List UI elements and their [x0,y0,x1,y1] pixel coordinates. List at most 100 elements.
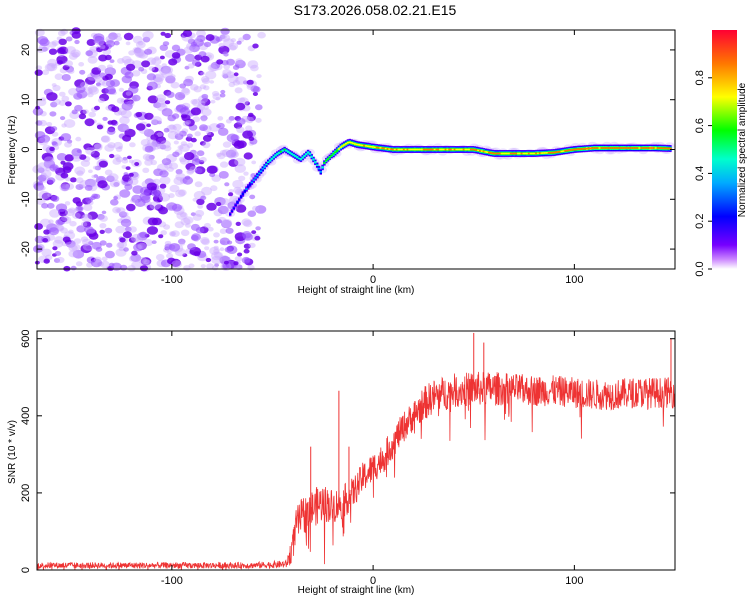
noise-blob [145,154,155,162]
noise-blob [243,220,253,228]
noise-blob [251,230,257,235]
noise-blob [47,177,56,184]
noise-blob [234,87,243,94]
ridge-segment [535,152,538,155]
noise-blob [43,156,55,165]
ridge-segment [319,171,322,173]
noise-blob [86,245,92,250]
noise-blob [96,124,104,130]
noise-blob [224,182,230,187]
ridge-segment [469,148,473,151]
ridge-segment [576,148,580,150]
ridge-segment [527,152,531,155]
ridge-segment [428,148,431,151]
noise-blob [217,122,225,129]
noise-blob [155,253,165,261]
noise-blob [236,126,245,133]
noise-blob [225,227,234,234]
noise-blob [92,165,98,170]
noise-blob [83,203,93,212]
noise-blob [80,236,89,242]
noise-blob [225,118,232,124]
noise-blob [37,167,45,173]
noise-blob [213,239,219,244]
noise-blob [205,34,215,41]
noise-blob [257,31,266,39]
noise-blob [33,182,45,191]
noise-blob [84,226,94,234]
noise-blob [169,184,180,193]
ridge-segment [511,152,514,155]
ridge-segment [636,147,639,149]
noise-blob [122,134,132,142]
ridge-segment [473,148,476,151]
noise-blob [88,241,94,245]
noise-blob [255,205,267,214]
noise-blob [176,211,188,220]
ridge-segment [613,147,616,149]
noise-blob [36,185,45,192]
ridge-segment [575,148,578,151]
noise-blob [186,133,193,139]
noise-blob [88,111,96,118]
noise-blob [254,104,263,111]
ridge-segment [652,147,656,149]
noise-blob [85,76,96,85]
ridge-segment [562,150,565,152]
ridge-segment [585,147,589,150]
noise-blob [65,208,75,217]
ridge-segment [453,148,456,151]
ridge-segment [495,152,498,155]
noise-blob [144,145,154,153]
noise-blob [96,213,105,220]
noise-blob [179,241,185,246]
noise-blob [139,231,148,238]
noise-blob [151,217,162,226]
noise-blob [127,265,136,272]
ridge-segment [620,147,623,149]
noise-blob [248,112,254,117]
noise-blob [51,141,57,146]
noise-blob [37,36,49,45]
ridge-segment [417,148,420,151]
ridge-segment [393,148,397,151]
noise-blob [74,79,86,88]
noise-blob [41,152,53,162]
noise-blob [142,31,154,40]
noise-blob [43,258,50,264]
noise-blob [51,64,57,69]
noise-blob [236,118,246,125]
noise-blob [62,64,70,71]
ridge-segment [647,147,650,149]
noise-blob [93,144,103,151]
spectrogram-x-axis: -100 0 100 [161,30,584,286]
noise-blob [84,184,93,191]
noise-blob [151,240,157,245]
ridge-segment [466,148,469,151]
noise-blob [75,136,82,142]
ridge-segment [594,147,598,149]
ridge-segment [354,143,357,145]
ridge-segment [602,147,605,149]
noise-blob [129,142,136,148]
noise-blob [222,141,232,148]
noise-blob [166,91,175,98]
y-tick-label: -20 [20,241,32,257]
noise-blob [122,156,128,161]
noise-blob [171,203,182,212]
noise-blob [72,212,81,219]
noise-blob [61,74,71,81]
noise-blob [233,261,239,266]
noise-blob [186,142,194,148]
noise-blob [190,107,202,116]
ridge-segment [366,145,370,147]
noise-blob [245,116,255,124]
ridge-segment [556,151,560,153]
noise-blob [189,166,198,172]
noise-blob [89,179,97,185]
noise-blob [220,89,226,94]
ridge-segment [509,152,513,155]
noise-blob [192,213,202,221]
noise-blob [159,68,169,76]
noise-blob [171,52,181,59]
